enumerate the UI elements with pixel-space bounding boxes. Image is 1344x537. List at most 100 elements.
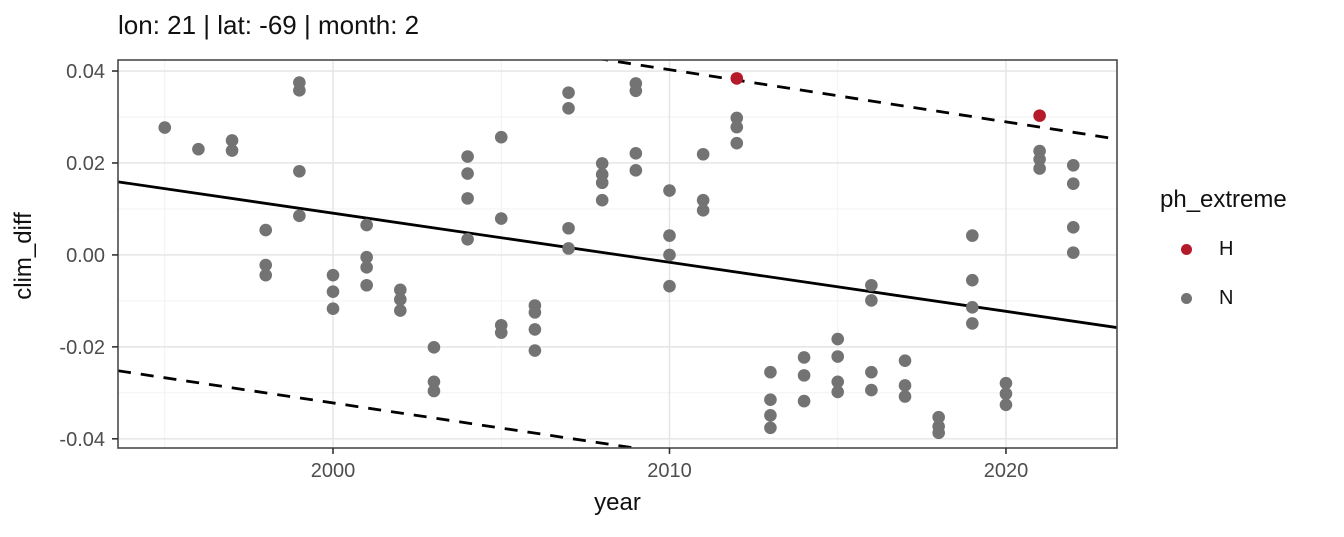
scatter-point-n <box>797 394 811 408</box>
scatter-point-n <box>730 120 744 134</box>
chart-title: lon: 21 | lat: -69 | month: 2 <box>118 10 420 40</box>
scatter-point-n <box>427 384 441 398</box>
scatter-point-n <box>461 232 474 246</box>
scatter-point-n <box>326 268 340 282</box>
regression-line <box>118 180 1117 329</box>
scatter-point-n <box>865 365 878 379</box>
scatter-point-n <box>865 383 878 397</box>
scatter-point-n <box>1066 177 1080 190</box>
scatter-point-n <box>461 167 474 180</box>
scatter-point-n <box>394 283 407 297</box>
scatter-point-n <box>865 294 878 307</box>
scatter-point-n <box>764 365 777 379</box>
scatter-point-n <box>831 350 845 363</box>
scatter-point-n <box>663 279 676 293</box>
scatter-point-n <box>528 344 542 357</box>
scatter-point-n <box>562 86 575 99</box>
scatter-point-n <box>966 273 979 287</box>
scatter-point-n <box>629 164 643 177</box>
scatter-point-n <box>865 278 878 292</box>
legend-item-n: N <box>1160 287 1287 310</box>
scatter-point-n <box>898 354 912 367</box>
scatter-point-n <box>326 302 340 316</box>
legend-dot-h-icon <box>1181 244 1192 255</box>
scatter-point-n <box>1066 221 1080 234</box>
scatter-point-n <box>696 147 710 161</box>
scatter-point-n <box>831 385 845 399</box>
scatter-point-n <box>259 268 273 282</box>
scatter-point-n <box>1033 152 1046 166</box>
y-axis-title: clim_diff <box>10 212 37 300</box>
legend-title: ph_extreme <box>1160 186 1287 213</box>
x-tick-label: 2010 <box>647 460 692 482</box>
scatter-point-n <box>259 258 273 272</box>
x-axis-title: year <box>594 489 641 516</box>
y-tick-label: 0.02 <box>66 153 105 175</box>
y-tick-label: 0.00 <box>66 245 105 267</box>
scatter-point-n <box>999 387 1013 401</box>
scatter-point-n <box>730 111 744 125</box>
scatter-point-n <box>293 209 306 223</box>
x-tick-label: 2020 <box>984 460 1029 482</box>
legend-label-h: H <box>1219 238 1234 260</box>
scatter-point-n <box>427 375 441 389</box>
scatter-point-n <box>595 176 609 190</box>
y-tick-label: -0.02 <box>59 337 105 359</box>
scatter-point-n <box>595 193 609 207</box>
scatter-point-h <box>1033 109 1046 122</box>
scatter-point-n <box>494 212 508 225</box>
scatter-point-n <box>293 84 306 97</box>
scatter-point-n <box>293 164 306 178</box>
scatter-point-n <box>932 426 945 440</box>
scatter-point-n <box>898 390 912 403</box>
prediction-interval-line <box>118 369 644 448</box>
scatter-point-n <box>562 221 575 235</box>
scatter-point-n <box>764 421 777 435</box>
scatter-point-n <box>562 101 575 115</box>
scatter-point-n <box>898 379 912 392</box>
scatter-point-h <box>730 72 744 85</box>
scatter-point-n <box>1033 162 1046 175</box>
y-tick-label: 0.04 <box>66 61 105 83</box>
scatter-point-n <box>966 229 979 242</box>
scatter-point-n <box>932 410 945 424</box>
legend-dot-n-icon <box>1181 293 1192 304</box>
scatter-point-n <box>764 409 777 422</box>
scatter-point-n <box>966 317 979 330</box>
scatter-point-n <box>663 229 676 242</box>
scatter-point-n <box>394 304 407 317</box>
scatter-point-n <box>259 223 273 237</box>
scatter-point-n <box>360 261 373 274</box>
scatter-point-n <box>360 250 373 264</box>
scatter-point-n <box>494 326 508 339</box>
scatter-point-n <box>225 134 239 147</box>
panel-border <box>117 59 1118 449</box>
scatter-point-n <box>225 144 239 157</box>
scatter-point-n <box>461 192 474 205</box>
scatter-point-n <box>192 142 205 156</box>
scatter-point-n <box>797 351 811 364</box>
scatter-point-n <box>764 393 777 407</box>
scatter-point-n <box>528 323 542 336</box>
scatter-point-n <box>1066 246 1080 259</box>
legend-item-h: H <box>1160 238 1287 261</box>
scatter-point-n <box>730 136 744 150</box>
scatter-point-n <box>966 301 979 314</box>
scatter-point-n <box>461 150 474 163</box>
legend-label-n: N <box>1219 287 1234 309</box>
scatter-point-n <box>831 332 845 346</box>
scatter-point-n <box>394 293 407 306</box>
legend: ph_extreme H N <box>1160 186 1287 336</box>
scatter-point-n <box>663 248 676 262</box>
x-tick-label: 2000 <box>311 460 356 482</box>
scatter-point-n <box>629 147 643 160</box>
scatter-point-n <box>999 376 1013 390</box>
scatter-point-n <box>696 193 710 207</box>
scatter-point-n <box>562 242 575 255</box>
scatter-point-n <box>427 341 441 354</box>
scatter-point-n <box>663 184 676 197</box>
scatter-point-n <box>1066 158 1080 172</box>
scatter-point-n <box>696 204 710 217</box>
scatter-point-n <box>326 285 340 298</box>
